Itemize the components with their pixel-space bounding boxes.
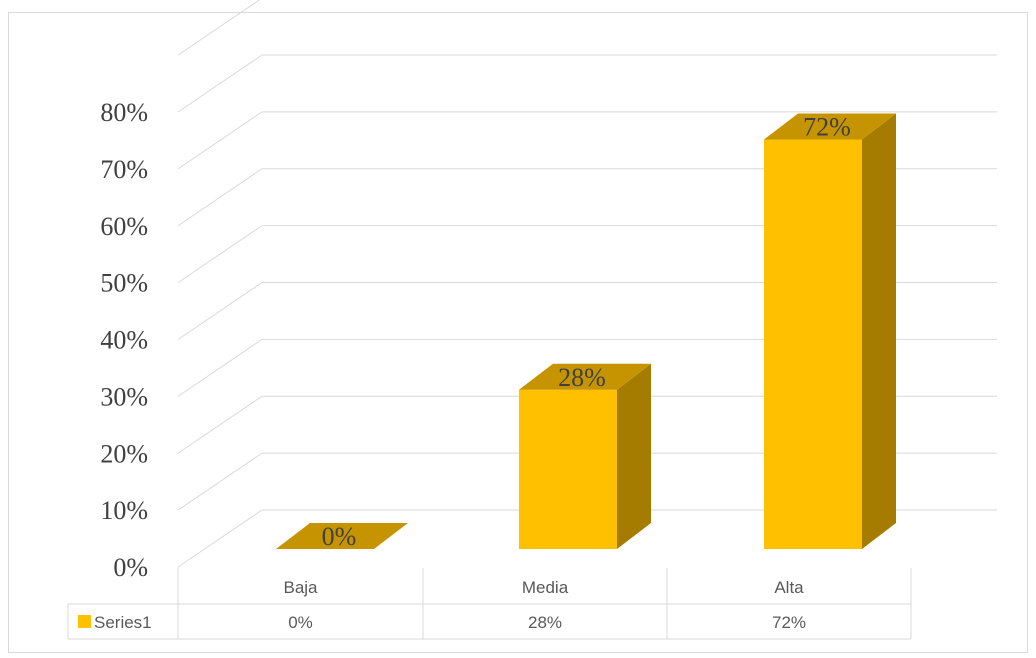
category-label: Baja	[283, 578, 318, 597]
y-tick-label: 30%	[100, 382, 148, 411]
gridline-diagonal	[177, 0, 261, 56]
y-axis-ticks: 0% 10% 20% 30% 40% 50% 60% 70% 80%	[100, 98, 148, 582]
gridline-diagonal	[177, 225, 263, 284]
y-tick-label: 0%	[113, 553, 148, 582]
y-tick-label: 10%	[100, 496, 148, 525]
bar-side	[617, 363, 651, 549]
bar-top	[519, 363, 651, 390]
table-value: 28%	[528, 613, 562, 632]
category-label: Media	[522, 578, 569, 597]
gridline-diagonal	[177, 395, 263, 454]
bar-side	[862, 113, 896, 549]
bar-top	[276, 523, 408, 549]
bar-top	[764, 113, 896, 140]
gridline-diagonal	[177, 282, 263, 340]
gridline-diagonal	[177, 54, 263, 113]
gridline-diagonal	[177, 111, 263, 170]
table-value: 0%	[288, 613, 313, 632]
data-label: 0%	[322, 522, 357, 551]
y-tick-label: 40%	[100, 326, 148, 355]
category-label: Alta	[774, 578, 804, 597]
gridline-diagonal	[177, 509, 263, 568]
table-value: 72%	[772, 613, 806, 632]
data-label: 28%	[558, 363, 606, 392]
legend-series-name: Series1	[94, 613, 152, 632]
bar-front	[764, 139, 862, 549]
y-tick-label: 60%	[100, 212, 148, 241]
gridline-diagonal	[177, 338, 263, 397]
data-table: Baja Media Alta Series1 0% 28% 72%	[67, 568, 912, 640]
legend-key	[78, 615, 91, 628]
bar-front	[519, 389, 617, 549]
data-label: 72%	[803, 113, 851, 142]
gridline-diagonal	[177, 452, 263, 511]
y-tick-label: 50%	[100, 269, 148, 298]
bar-layer	[276, 113, 896, 549]
y-tick-label: 80%	[100, 98, 148, 127]
y-tick-label: 70%	[100, 155, 148, 184]
y-tick-label: 20%	[100, 439, 148, 468]
gridline-diagonal	[177, 168, 263, 227]
data-label-layer: 0% 28% 72%	[322, 113, 851, 552]
